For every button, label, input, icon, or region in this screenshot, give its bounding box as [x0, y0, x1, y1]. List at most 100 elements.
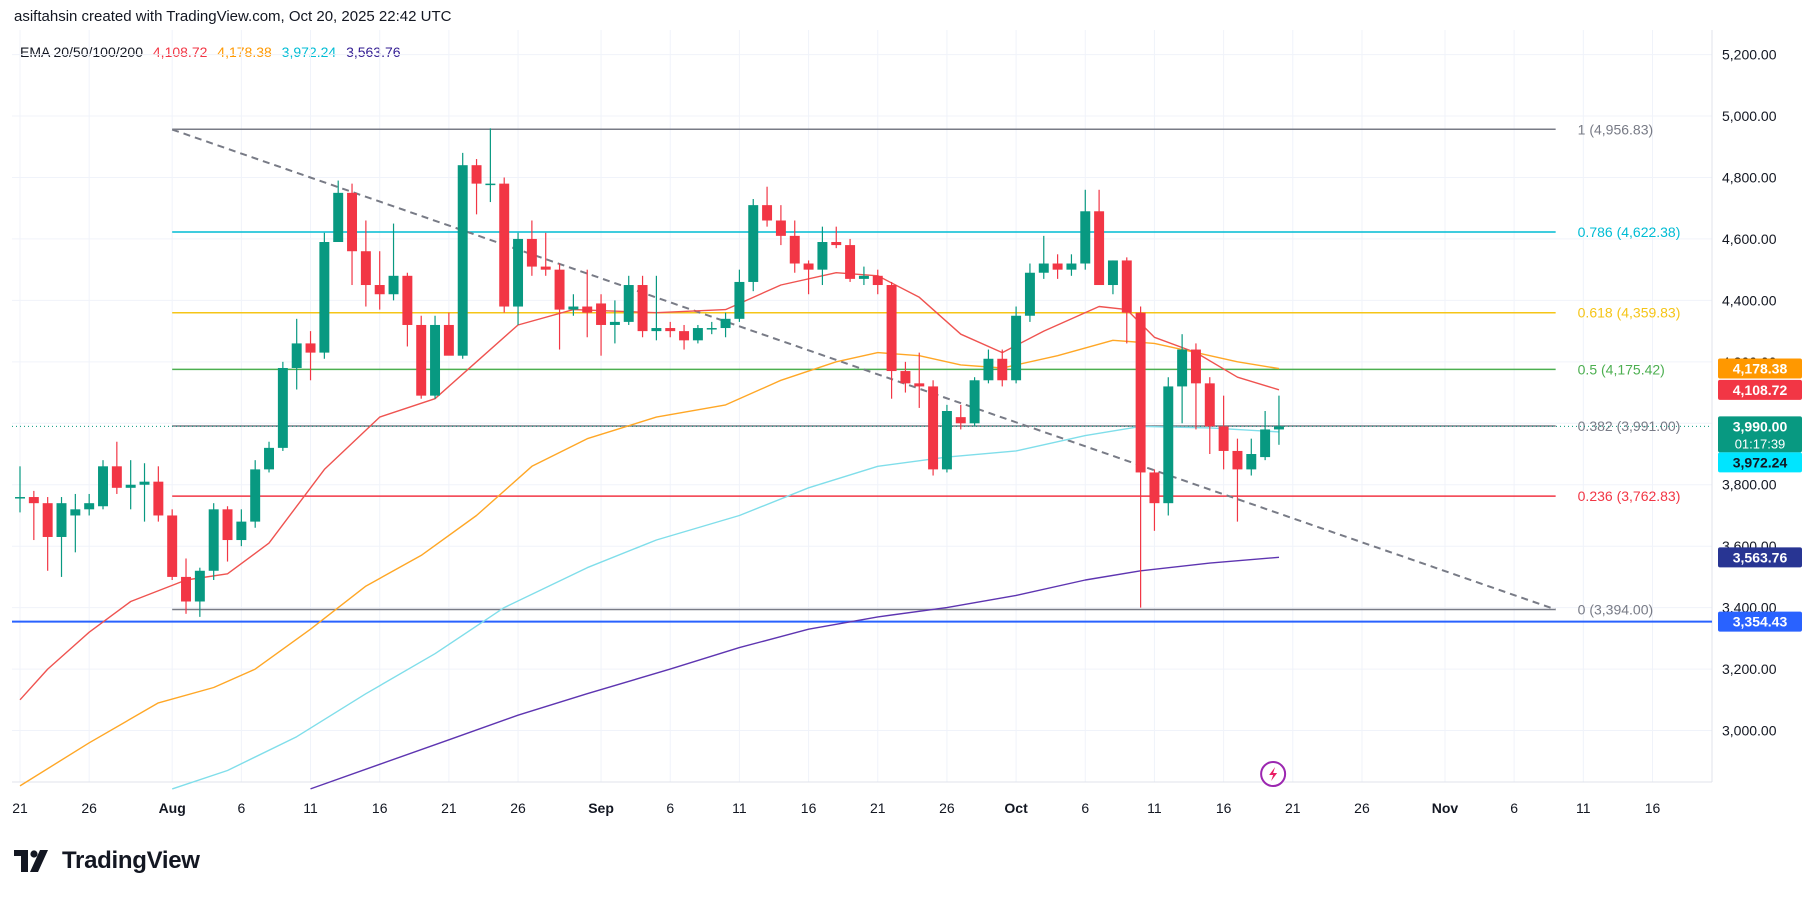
- candle: [1135, 306, 1146, 608]
- candle: [720, 312, 731, 338]
- fib-level-label: 0.786 (4,622.38): [1578, 224, 1681, 240]
- grid: [12, 30, 1712, 782]
- time-tick-label: 26: [81, 800, 97, 816]
- candle-body: [928, 386, 939, 470]
- candle: [609, 300, 620, 344]
- candle: [1011, 306, 1022, 384]
- fib-level-label: 0.5 (4,175.42): [1578, 361, 1665, 377]
- price-tick-label: 3,800.00: [1722, 477, 1777, 493]
- time-tick-label: 16: [1645, 800, 1661, 816]
- candle-body: [181, 576, 191, 602]
- time-tick-label: 11: [1147, 800, 1162, 816]
- candle-body: [845, 245, 856, 279]
- price-tick-label: 5,200.00: [1722, 47, 1777, 63]
- candle-body: [374, 285, 385, 295]
- candle: [734, 269, 745, 322]
- time-tick-label: Aug: [159, 800, 186, 816]
- ema200-value: 3,563.76: [346, 44, 401, 60]
- candle-body: [775, 220, 786, 236]
- candle: [305, 331, 316, 381]
- candle-body: [98, 466, 108, 507]
- price-tag-countdown: 01:17:39: [1735, 436, 1786, 451]
- candle-body: [679, 331, 690, 341]
- candle: [1107, 260, 1118, 295]
- candle-body: [125, 484, 136, 488]
- candle: [291, 318, 302, 390]
- price-tick-label: 3,400.00: [1722, 600, 1777, 616]
- ema50-value: 4,178.38: [217, 44, 272, 60]
- candle-body: [1232, 450, 1243, 470]
- candle: [139, 463, 150, 522]
- candle: [748, 198, 759, 292]
- flash-icon[interactable]: [1260, 761, 1287, 787]
- price-tag-bg: [1718, 611, 1802, 632]
- time-tick-label: 6: [666, 800, 674, 816]
- candle: [250, 460, 261, 528]
- price-axis-tag: 3,990.00 01:17:39: [1718, 416, 1802, 453]
- candle-body: [789, 235, 800, 264]
- time-tick-label: 21: [1285, 800, 1301, 816]
- time-tick-label: 26: [510, 800, 526, 816]
- candle-body: [430, 324, 441, 396]
- candle-body: [1052, 263, 1063, 270]
- candle-body: [402, 275, 413, 325]
- price-tick-label: 4,800.00: [1722, 169, 1777, 185]
- candle-body: [734, 281, 745, 319]
- candle-body: [554, 269, 565, 310]
- price-tag-value: 3,563.76: [1733, 549, 1788, 565]
- price-tag-value: 3,972.24: [1733, 454, 1788, 470]
- time-axis: 21 26 Aug 6 11 16 21 26 Sep 6 11 16 21 26 Oct 6 11 16 21 26…: [12, 800, 1660, 816]
- candle-body: [153, 481, 164, 516]
- candle: [125, 460, 136, 510]
- fib-level-label: 0.236 (3,762.83): [1578, 488, 1681, 504]
- candle-body: [250, 469, 261, 522]
- candle-body: [1163, 386, 1174, 504]
- candle-body: [526, 238, 537, 267]
- flash-icon-bolt: [1269, 767, 1278, 781]
- candle-body: [305, 343, 316, 353]
- candle-body: [1080, 211, 1091, 264]
- candle-body: [388, 275, 399, 295]
- candle: [1232, 438, 1243, 522]
- candle-body: [941, 411, 952, 470]
- time-tick-label: 6: [1510, 800, 1518, 816]
- candle-body: [817, 242, 828, 270]
- candle-body: [969, 380, 980, 424]
- candle: [775, 205, 786, 246]
- candle: [803, 260, 814, 295]
- tradingview-logo[interactable]: TradingView: [14, 846, 200, 876]
- candle-body: [720, 318, 731, 329]
- candle-body: [914, 383, 925, 387]
- candle: [582, 269, 593, 338]
- candle: [914, 352, 925, 408]
- candle-body: [1038, 263, 1049, 273]
- ema-legend[interactable]: EMA 20/50/100/200 4,108.72 4,178.38 3,97…: [20, 44, 407, 60]
- candle: [997, 349, 1008, 387]
- price-tick-label: 3,200.00: [1722, 661, 1777, 677]
- candle: [181, 558, 191, 614]
- candle-body: [264, 447, 275, 470]
- fib-level-label: 0.618 (4,359.83): [1578, 305, 1681, 321]
- candle-body: [1107, 260, 1118, 286]
- candle: [167, 509, 178, 580]
- candle-body: [347, 192, 358, 252]
- price-axis-tag: 4,178.38: [1718, 358, 1802, 379]
- time-tick-label: 11: [732, 800, 747, 816]
- time-tick-label: 6: [1081, 800, 1089, 816]
- candle-body: [139, 481, 150, 485]
- candle-body: [900, 371, 911, 384]
- candle-body: [416, 324, 427, 396]
- time-tick-label: 16: [801, 800, 817, 816]
- candle-body: [582, 306, 593, 313]
- candle-body: [1094, 211, 1105, 286]
- candle: [499, 177, 510, 313]
- candle: [623, 275, 634, 325]
- time-tick-label: 21: [12, 800, 28, 816]
- price-tag-value: 4,108.72: [1733, 382, 1788, 398]
- candle: [955, 404, 966, 430]
- candle-body: [831, 242, 842, 246]
- candle-body: [762, 205, 773, 221]
- candle: [886, 281, 897, 399]
- candle-body: [1246, 454, 1257, 470]
